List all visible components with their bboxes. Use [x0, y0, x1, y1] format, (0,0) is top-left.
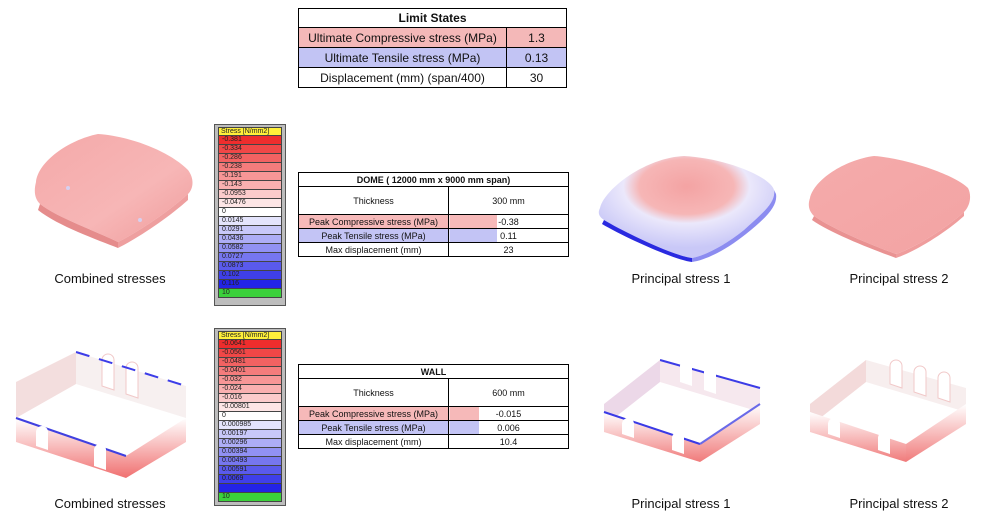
legend-cell: 0.0873: [218, 262, 282, 271]
wall-table-title: WALL: [298, 364, 569, 379]
dome-row-value: 23: [447, 242, 570, 257]
dome-thickness-label: Thickness: [298, 186, 449, 215]
wall-thickness-label: Thickness: [298, 378, 449, 407]
wall-row-label: Peak Tensile stress (MPa): [298, 420, 449, 435]
legend-cell: 0.0145: [218, 217, 282, 226]
wall-caption-principal1: Principal stress 1: [631, 496, 731, 511]
legend-cell: -0.0476: [218, 199, 282, 208]
legend-cell: -0.191: [218, 172, 282, 181]
dome-caption-principal1: Principal stress 1: [631, 271, 731, 286]
legend-cell: 0.0436: [218, 235, 282, 244]
legend-cell: -0.016: [218, 394, 282, 403]
limit-row-label: Ultimate Compressive stress (MPa): [298, 27, 507, 48]
dome-stress-legend: Stress [N/mm2] -0.381 -0.334 -0.286 -0.238-…: [214, 124, 286, 306]
limit-states-table: Limit States Ultimate Compressive stress…: [297, 8, 568, 88]
legend-cell: -0.143: [218, 181, 282, 190]
legend-cells: -0.0641 -0.0561 -0.0481 -0.0401 -0.032 -0.024…: [218, 340, 282, 502]
dome-row-value: -0.38: [447, 214, 570, 229]
legend-cell: 0.00197: [218, 430, 282, 439]
wall-row-value: 10.4: [448, 434, 569, 449]
legend-cell: 0.102: [218, 271, 282, 280]
wall-row-label: Peak Compressive stress (MPa): [298, 406, 449, 421]
legend-cell: 0: [218, 208, 282, 217]
legend-cell: 0.00493: [218, 457, 282, 466]
legend-cell: 10: [218, 493, 282, 502]
legend-cell: 0.0069: [218, 475, 282, 484]
dome-row-value: 0.11: [447, 228, 570, 243]
legend-cell: 0.0727: [218, 253, 282, 262]
dome-thickness-value: 300 mm: [447, 186, 570, 215]
legend-cell: 0.0291: [218, 226, 282, 235]
legend-cell: 0.000985: [218, 421, 282, 430]
limit-states-title: Limit States: [297, 8, 568, 28]
legend-cell: 0.00591: [218, 466, 282, 475]
legend-header: Stress [N/mm2]: [218, 127, 282, 136]
legend-cell: -0.0561: [218, 349, 282, 358]
legend-cell: -0.032: [218, 376, 282, 385]
dome-caption-principal2: Principal stress 2: [849, 271, 949, 286]
dome-table: DOME ( 12000 mm x 9000 mm span) Thicknes…: [297, 172, 570, 257]
wall-combined-render: [15, 351, 187, 478]
dome-table-title: DOME ( 12000 mm x 9000 mm span): [297, 172, 570, 187]
dome-row-label: Max displacement (mm): [298, 242, 449, 257]
legend-cells: -0.381 -0.334 -0.286 -0.238 -0.191 -0.143 -0.0…: [218, 136, 282, 298]
legend-cell: -0.024: [218, 385, 282, 394]
legend-cell: -0.238: [218, 163, 282, 172]
limit-row-label: Displacement (mm) (span/400): [298, 67, 507, 88]
dome-row-label: Peak Compressive stress (MPa): [298, 214, 449, 229]
legend-cell: [218, 484, 282, 493]
legend-cell: 0.116: [218, 280, 282, 289]
wall-row-label: Max displacement (mm): [298, 434, 449, 449]
wall-thickness-value: 600 mm: [448, 378, 569, 407]
limit-row-value: 30: [505, 67, 568, 88]
wall-row-value: -0.015: [448, 406, 569, 421]
wall-row-value: 0.006: [448, 420, 569, 435]
wall-principal2-render: [810, 359, 966, 462]
wall-caption-combined: Combined stresses: [54, 496, 166, 511]
legend-cell: -0.381: [218, 136, 282, 145]
wall-stress-legend: Stress [N/mm2] -0.0641 -0.0561 -0.0481 -0.0…: [214, 328, 286, 506]
dome-row-label: Peak Tensile stress (MPa): [298, 228, 449, 243]
legend-cell: 0: [218, 412, 282, 421]
legend-header: Stress [N/mm2]: [218, 331, 282, 340]
legend-cell: -0.334: [218, 145, 282, 154]
limit-row-value: 0.13: [505, 47, 568, 68]
wall-caption-principal2: Principal stress 2: [849, 496, 949, 511]
legend-cell: -0.00801: [218, 403, 282, 412]
limit-row-label: Ultimate Tensile stress (MPa): [298, 47, 507, 68]
legend-cell: -0.0641: [218, 340, 282, 349]
legend-cell: 0.0582: [218, 244, 282, 253]
dome-combined-render: [34, 134, 193, 248]
legend-cell: -0.0953: [218, 190, 282, 199]
legend-cell: -0.286: [218, 154, 282, 163]
legend-cell: -0.0401: [218, 367, 282, 376]
legend-cell: 0.00296: [218, 439, 282, 448]
wall-table: WALL Thickness 600 mm Peak Compressive s…: [298, 364, 569, 449]
wall-principal1-render: [603, 359, 761, 462]
limit-row-value: 1.3: [505, 27, 568, 48]
legend-cell: 0.00394: [218, 448, 282, 457]
legend-cell: 10: [218, 289, 282, 298]
dome-caption-combined: Combined stresses: [54, 271, 166, 286]
dome-principal2-render: [808, 156, 971, 258]
dome-principal1-render: [598, 156, 777, 262]
legend-cell: -0.0481: [218, 358, 282, 367]
